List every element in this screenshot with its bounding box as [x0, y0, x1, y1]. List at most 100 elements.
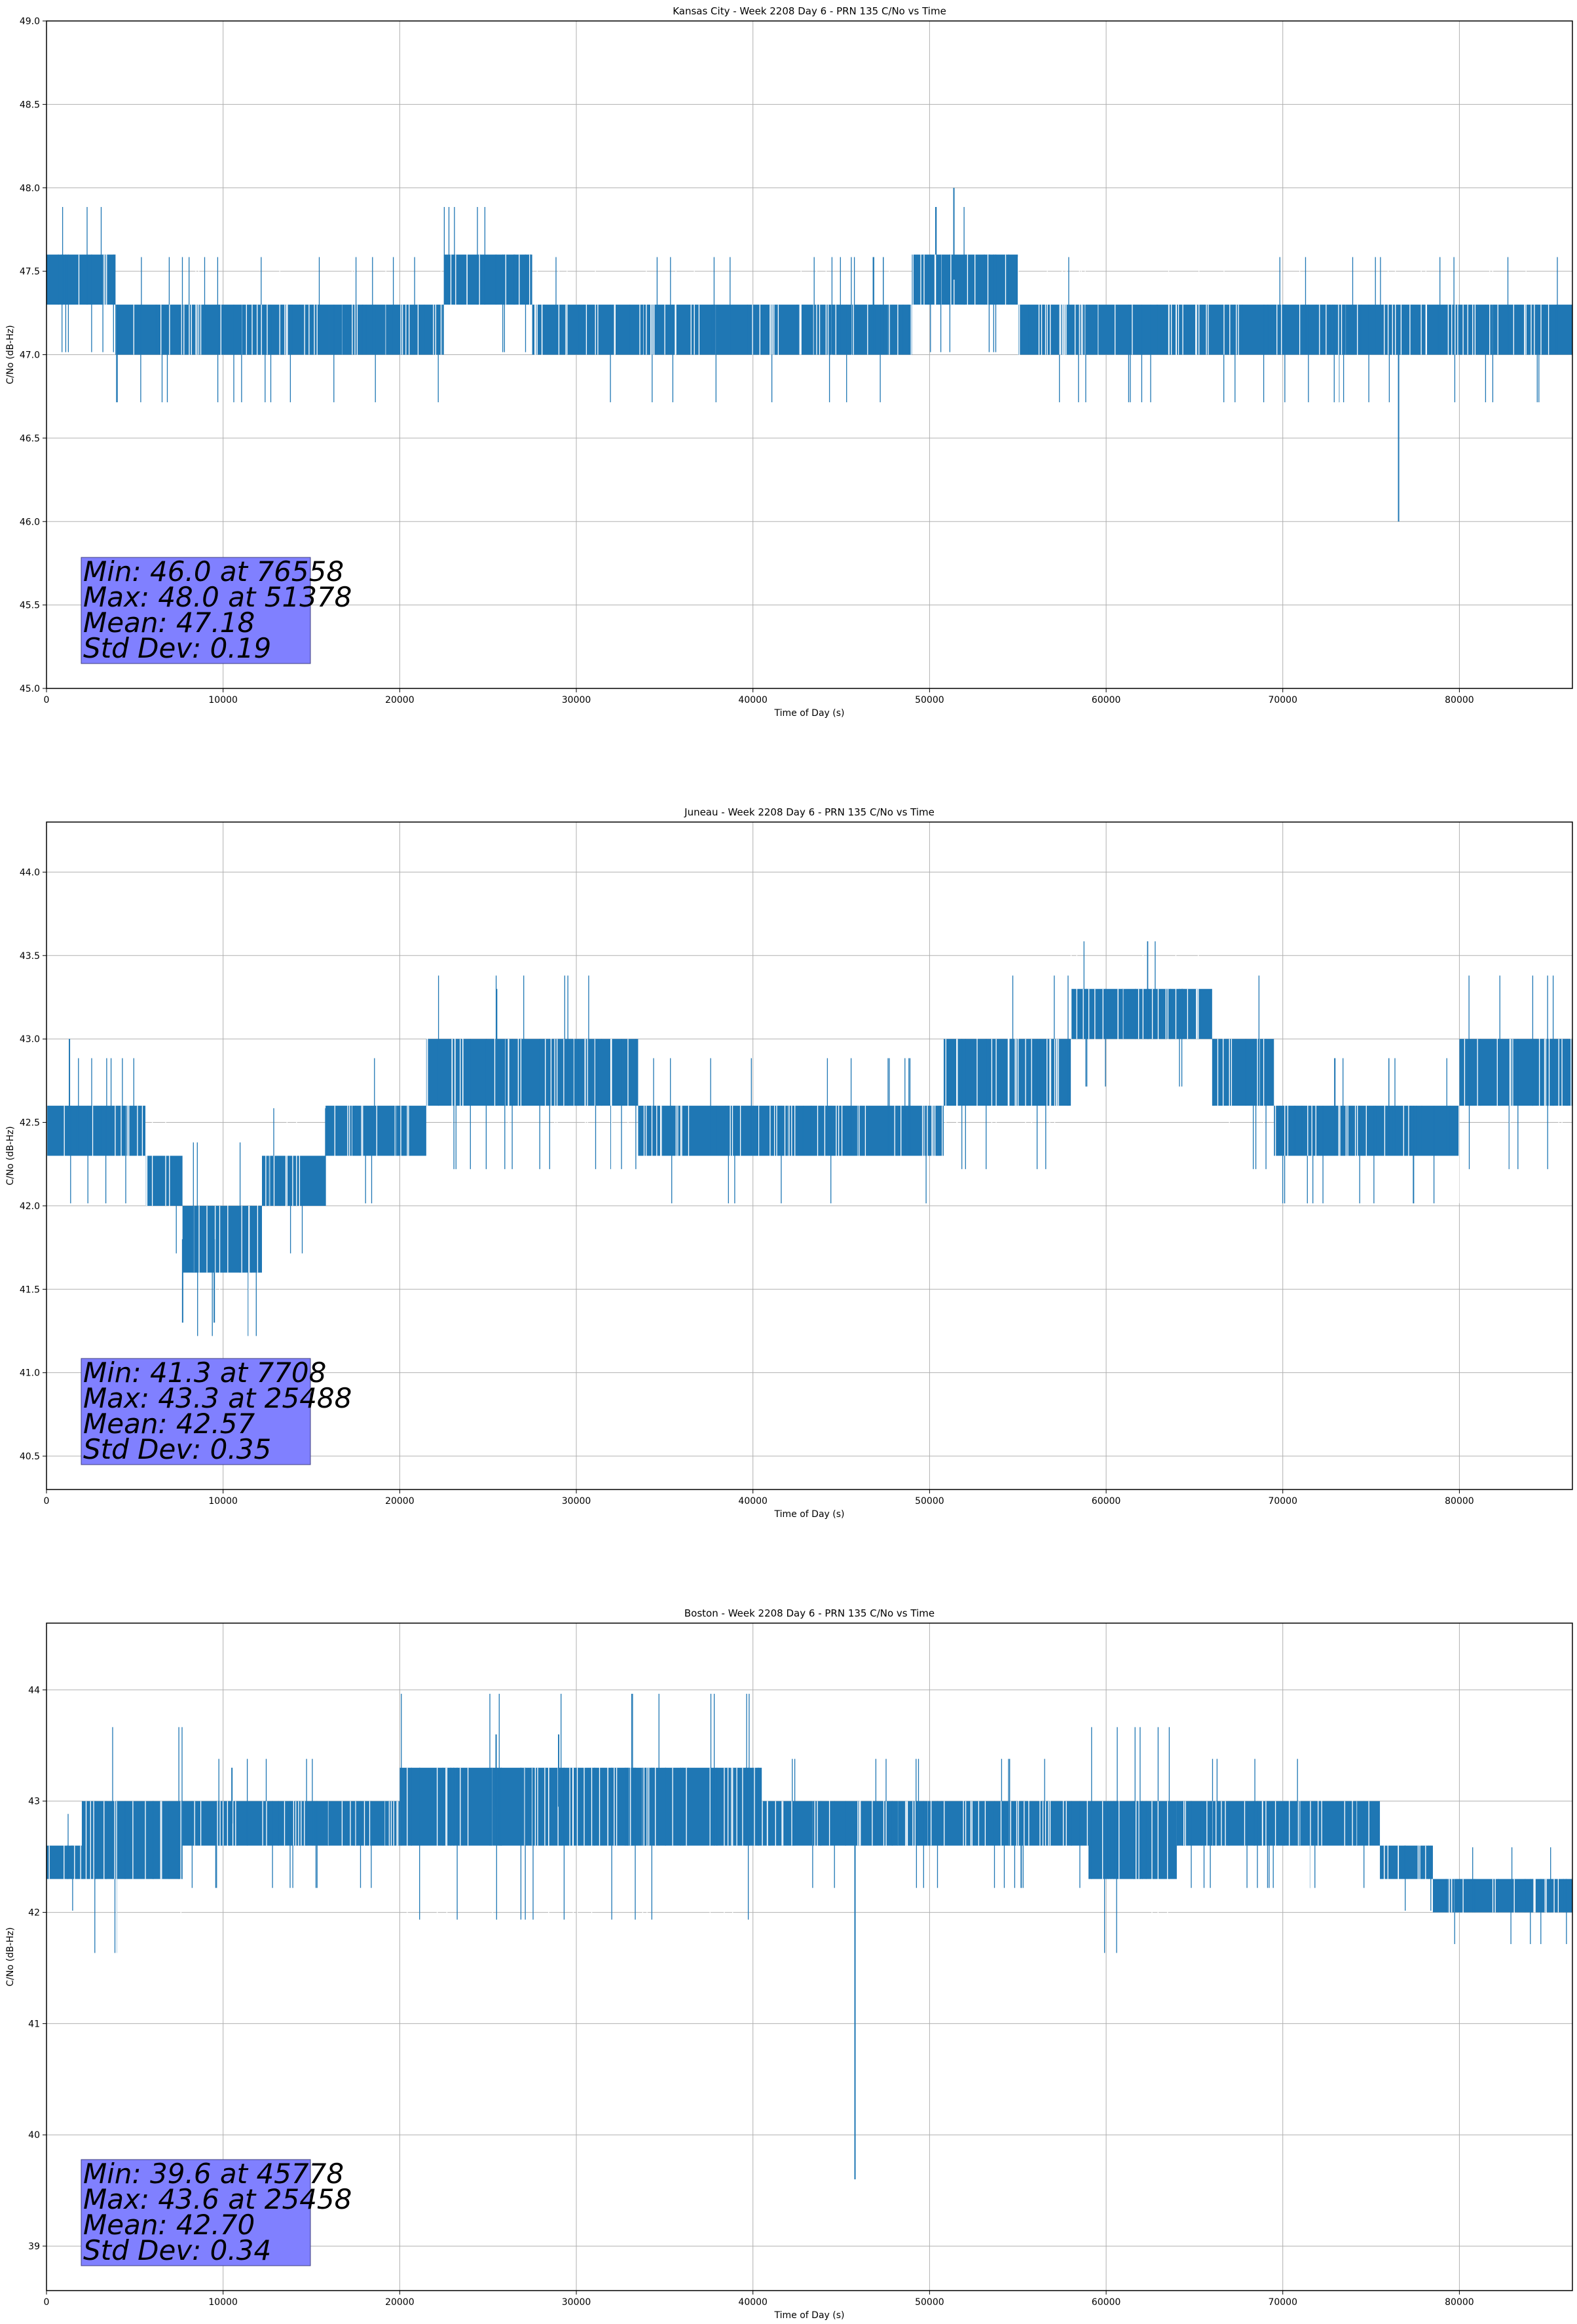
chart-title: Kansas City - Week 2208 Day 6 - PRN 135 … — [673, 5, 946, 17]
x-tick-label: 10000 — [208, 1496, 238, 1507]
x-tick-label: 20000 — [385, 695, 415, 705]
signal-band — [1212, 1039, 1274, 1106]
y-tick-label: 46.0 — [20, 517, 40, 527]
signal-band — [532, 305, 912, 355]
y-tick-label: 43.0 — [20, 1034, 40, 1045]
signal-band — [115, 305, 329, 355]
x-tick-label: 70000 — [1268, 695, 1297, 705]
x-tick-label: 60000 — [1092, 1496, 1121, 1507]
y-tick-label: 49.0 — [20, 16, 40, 27]
x-tick-label: 80000 — [1445, 695, 1474, 705]
signal-band — [1088, 1801, 1177, 1879]
y-tick-label: 40.5 — [20, 1452, 40, 1462]
stat-mean: Mean: 42.57 — [83, 1408, 255, 1440]
stats-box-bg — [81, 557, 311, 664]
signal-band — [638, 1106, 944, 1156]
chart-title: Juneau - Week 2208 Day 6 - PRN 135 C/No … — [684, 806, 935, 818]
y-tick-label: 39 — [28, 2241, 40, 2252]
y-tick-label: 41.5 — [20, 1284, 40, 1295]
x-tick-label: 50000 — [915, 1496, 944, 1507]
y-tick-label: 48.0 — [20, 183, 40, 194]
stat-mean: Mean: 42.70 — [83, 2209, 255, 2241]
stat-std: Std Dev: 0.19 — [83, 632, 271, 664]
x-tick-label: 0 — [44, 2297, 50, 2308]
stat-std: Std Dev: 0.34 — [83, 2234, 271, 2266]
chart-title: Boston - Week 2208 Day 6 - PRN 135 C/No … — [684, 1607, 935, 1619]
x-tick-label: 50000 — [915, 695, 944, 705]
x-tick-label: 40000 — [738, 2297, 768, 2308]
y-tick-label: 43 — [28, 1797, 40, 1807]
y-tick-label: 47.0 — [20, 350, 40, 361]
signal-band — [262, 1155, 326, 1206]
x-tick-label: 0 — [44, 1496, 50, 1507]
x-axis-label: Time of Day (s) — [774, 708, 845, 719]
chart-panel-2: 0 10000 20000 30000 40000 50000 60000 70000 8000… — [5, 806, 1573, 1520]
y-tick-label: 46.5 — [20, 434, 40, 444]
chart-panel-1: 0 10000 20000 30000 40000 50000 60000 70000 8000… — [5, 5, 1573, 719]
signal-band — [426, 1039, 639, 1106]
y-tick-label: 41 — [28, 2019, 40, 2029]
signal-band — [443, 254, 532, 305]
x-tick-label: 80000 — [1445, 2297, 1474, 2308]
signal-band — [320, 1801, 400, 1846]
signal-band — [762, 1801, 1089, 1846]
plot-frame — [46, 821, 1573, 1490]
x-tick-label: 60000 — [1092, 695, 1121, 705]
y-axis-label: C/No (dB-Hz) — [5, 1126, 16, 1185]
y-axis-label: C/No (dB-Hz) — [5, 1927, 16, 1986]
signal-band — [1018, 305, 1572, 355]
y-axis-label: C/No (dB-Hz) — [5, 325, 16, 384]
signal-band — [1380, 1845, 1433, 1879]
y-tick-label: 45.0 — [20, 684, 40, 694]
x-tick-label: 50000 — [915, 2297, 944, 2308]
stat-min: Min: 46.0 at 76558 — [83, 555, 344, 588]
x-axis-label: Time of Day (s) — [774, 1509, 845, 1520]
series-cno — [46, 941, 1572, 1336]
y-tick-label: 45.5 — [20, 601, 40, 611]
x-tick-label: 0 — [44, 695, 50, 705]
signal-band — [182, 1801, 320, 1846]
x-axis-label: Time of Day (s) — [774, 2310, 845, 2321]
x-tick-label: 30000 — [562, 2297, 591, 2308]
y-tick-label: 42 — [28, 1908, 40, 1919]
y-tick-label: 41.0 — [20, 1368, 40, 1379]
plot-frame — [46, 1622, 1573, 2291]
stats-box-bg — [81, 1358, 311, 1465]
signal-band — [1459, 1039, 1572, 1106]
signal-band — [1071, 988, 1212, 1040]
x-tick-label: 80000 — [1445, 1496, 1474, 1507]
x-tick-label: 70000 — [1268, 1496, 1297, 1507]
y-tick-label: 42.0 — [20, 1201, 40, 1212]
x-tick-label: 10000 — [208, 695, 238, 705]
y-tick-label: 40 — [28, 2130, 40, 2141]
stat-max: Max: 48.0 at 51378 — [83, 581, 352, 613]
stat-mean: Mean: 47.18 — [83, 607, 255, 639]
y-tick-label: 44.0 — [20, 867, 40, 878]
stat-max: Max: 43.6 at 25458 — [83, 2183, 352, 2215]
y-tick-label: 42.5 — [20, 1118, 40, 1129]
series-cno — [46, 1693, 1572, 2180]
y-tick-label: 48.5 — [20, 100, 40, 110]
stat-max: Max: 43.3 at 25488 — [83, 1382, 352, 1414]
stats-box-bg — [81, 2159, 311, 2266]
stat-min: Min: 39.6 at 45778 — [83, 2158, 344, 2190]
signal-band — [81, 1801, 183, 1879]
x-tick-label: 20000 — [385, 1496, 415, 1507]
x-tick-label: 70000 — [1268, 2297, 1297, 2308]
stat-min: Min: 41.3 at 7708 — [83, 1357, 326, 1389]
signal-band — [145, 1155, 183, 1206]
series-cno — [46, 187, 1572, 522]
x-tick-label: 40000 — [738, 695, 768, 705]
x-tick-label: 20000 — [385, 2297, 415, 2308]
x-tick-label: 40000 — [738, 1496, 768, 1507]
x-tick-label: 30000 — [562, 1496, 591, 1507]
signal-band — [46, 1106, 146, 1156]
y-tick-label: 47.5 — [20, 267, 40, 277]
stat-std: Std Dev: 0.35 — [83, 1433, 271, 1465]
y-tick-label: 44 — [28, 1685, 40, 1696]
x-tick-label: 30000 — [562, 695, 591, 705]
